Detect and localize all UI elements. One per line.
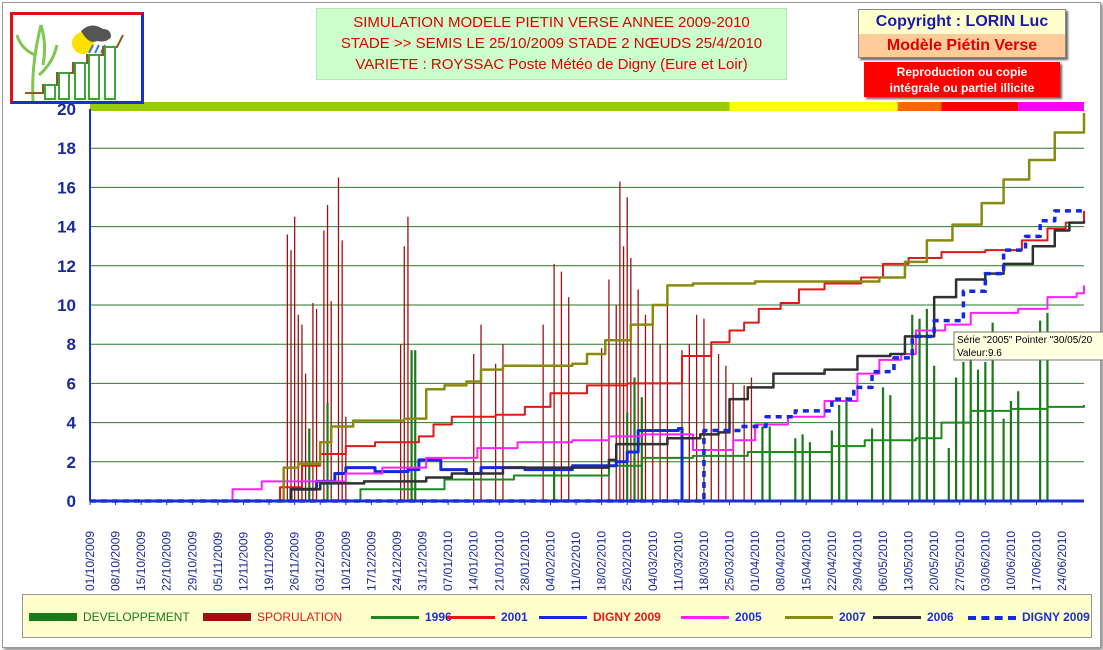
legend-label: DIGNY 2009	[1022, 610, 1090, 624]
legend-swatch	[681, 616, 729, 619]
series-line-s2007	[90, 112, 1086, 503]
tooltip-box	[953, 331, 1103, 361]
x-tick-label: 26/11/2009	[288, 532, 302, 591]
legend-swatch	[203, 613, 251, 621]
y-tick-label: 20	[57, 100, 76, 119]
legend-label: DEVELOPPEMENT	[83, 610, 190, 624]
x-tick-label: 29/10/2009	[185, 531, 199, 591]
y-tick-label: 10	[57, 296, 76, 315]
x-tick-label: 15/04/2010	[799, 531, 813, 591]
y-tick-label: 12	[57, 257, 76, 276]
chart-legend: DEVELOPPEMENT SPORULATION 1996 2001 DIGNY 20…	[22, 594, 1092, 638]
y-tick-label: 8	[67, 335, 76, 354]
stage-band-segment	[897, 102, 942, 111]
x-tick-label: 19/11/2009	[262, 532, 276, 591]
x-tick-label: 15/10/2009	[134, 531, 148, 591]
reproduction-warning: Reproduction ou copie intégrale ou parti…	[864, 62, 1060, 97]
x-tick-label: 29/04/2010	[850, 531, 864, 591]
x-tick-label: 24/12/2009	[390, 531, 404, 591]
legend-label: SPORULATION	[257, 610, 343, 624]
x-tick-label: 07/01/2010	[441, 531, 455, 591]
x-tick-label: 17/06/2010	[1029, 531, 1043, 591]
legend-label: 2001	[501, 610, 528, 624]
x-tick-label: 22/04/2010	[825, 531, 839, 591]
x-tick-label: 11/03/2010	[671, 532, 685, 591]
x-tick-label: 17/12/2009	[364, 531, 378, 591]
x-tick-label: 24/06/2010	[1055, 531, 1069, 591]
copyright-text: Copyright : LORIN Luc	[859, 10, 1065, 34]
x-tick-label: 08/10/2009	[109, 531, 123, 591]
logo-graphic	[13, 15, 141, 102]
x-tick-label: 25/03/2010	[723, 531, 737, 591]
legend-swatch	[29, 613, 77, 621]
warning-line-1: Reproduction ou copie	[896, 65, 1028, 79]
y-tick-label: 0	[67, 492, 76, 511]
legend-label: 1996	[425, 610, 452, 624]
x-tick-label: 04/03/2010	[646, 531, 660, 591]
x-tick-label: 28/01/2010	[518, 531, 532, 591]
stage-band-segment	[729, 102, 898, 111]
y-tick-label: 14	[57, 218, 76, 237]
y-tick-label: 16	[57, 178, 76, 197]
chart-subtitle-variety: VARIETE : ROYSSAC Poste Météo de Digny (…	[355, 56, 748, 73]
stage-band-segment	[90, 102, 730, 111]
legend-label: 2005	[735, 610, 762, 624]
x-tick-label: 05/11/2009	[211, 532, 225, 591]
legend-swatch	[371, 616, 419, 619]
series-line-s1996	[90, 404, 1085, 502]
x-tick-label: 06/05/2010	[876, 531, 890, 591]
x-tick-label: 20/05/2010	[927, 531, 941, 591]
series-line-s2001	[90, 210, 1085, 502]
x-tick-label: 10/06/2010	[1004, 531, 1018, 591]
legend-swatch	[968, 616, 1016, 620]
x-tick-label: 03/12/2009	[313, 531, 327, 591]
legend-swatch	[539, 616, 587, 619]
legend-swatch	[873, 616, 921, 619]
x-tick-label: 21/01/2010	[492, 531, 506, 591]
x-tick-label: 18/03/2010	[697, 531, 711, 591]
series-line-digny2009_dot	[90, 209, 1086, 503]
x-tick-label: 10/12/2009	[339, 531, 353, 591]
x-tick-label: 31/12/2009	[416, 531, 430, 591]
chart-subtitle-stage: STADE >> SEMIS LE 25/10/2009 STADE 2 NŒU…	[340, 35, 763, 52]
legend-label: DIGNY 2009	[593, 610, 661, 624]
y-tick-label: 6	[67, 374, 76, 393]
x-tick-label: 12/11/2009	[236, 532, 250, 591]
legend-swatch	[785, 616, 833, 619]
x-tick-label: 18/02/2010	[595, 531, 609, 591]
legend-label: 2006	[927, 610, 954, 624]
logo	[10, 12, 144, 104]
x-tick-label: 01/10/2009	[83, 531, 97, 591]
x-tick-label: 13/05/2010	[902, 531, 916, 591]
x-tick-label: 01/04/2010	[748, 531, 762, 591]
x-tick-label: 03/06/2010	[978, 531, 992, 591]
legend-swatch	[447, 616, 495, 619]
x-tick-label: 27/05/2010	[953, 531, 967, 591]
copyright-box: Copyright : LORIN Luc Modèle Piétin Vers…	[858, 9, 1066, 58]
model-name-text: Modèle Piétin Verse	[859, 34, 1065, 57]
chart-title-box: SIMULATION MODELE PIETIN VERSE ANNEE 200…	[316, 8, 787, 80]
x-tick-label: 08/04/2010	[774, 531, 788, 591]
y-tick-label: 4	[67, 414, 77, 433]
tooltip-line-2: Valeur:9.6	[957, 348, 1002, 359]
x-tick-label: 04/02/2010	[543, 531, 557, 591]
x-tick-label: 11/02/2010	[569, 532, 583, 591]
tooltip-line-1: Série "2005" Pointer "30/05/20	[957, 335, 1093, 346]
legend-label: 2007	[839, 610, 866, 624]
chart-title: SIMULATION MODELE PIETIN VERSE ANNEE 200…	[353, 14, 750, 31]
series-line-s2005	[90, 285, 1085, 502]
x-tick-label: 14/01/2010	[467, 531, 481, 591]
y-tick-label: 18	[57, 139, 76, 158]
y-tick-label: 2	[67, 453, 76, 472]
x-tick-label: 25/02/2010	[620, 531, 634, 591]
data-tooltip: Série "2005" Pointer "30/05/20 Valeur:9.6	[953, 331, 1103, 361]
stage-band-segment	[1018, 102, 1084, 111]
warning-line-2: intégrale ou partiel illicite	[889, 81, 1035, 95]
stage-band-segment	[941, 102, 1019, 111]
x-tick-label: 22/10/2009	[160, 531, 174, 591]
